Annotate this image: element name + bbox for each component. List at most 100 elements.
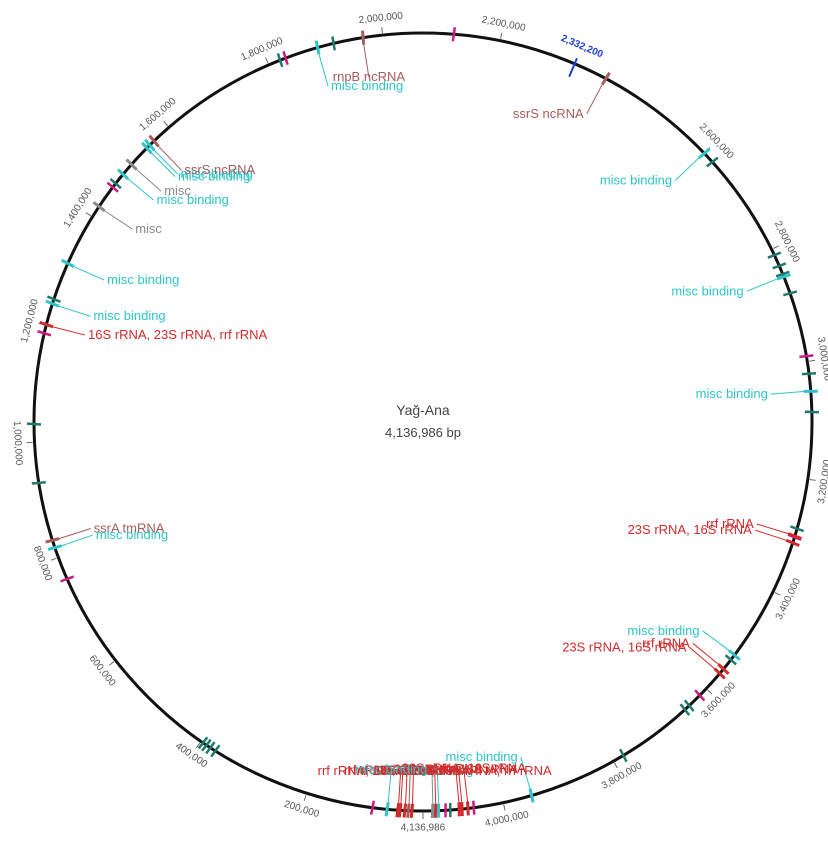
gene-mark[interactable] bbox=[109, 177, 122, 190]
gene-mark[interactable] bbox=[37, 330, 52, 337]
feature-leader bbox=[362, 41, 370, 78]
gene-mark[interactable] bbox=[767, 251, 782, 259]
feature-label: 23S rRNA, 16S rRNA bbox=[628, 522, 753, 537]
feature-rrna[interactable]: rrf rRNA bbox=[435, 761, 483, 817]
gene-mark[interactable] bbox=[210, 744, 221, 758]
feature-leader bbox=[156, 143, 182, 171]
gene-mark[interactable] bbox=[472, 800, 476, 815]
feature-misc-binding[interactable]: misc binding bbox=[671, 273, 791, 299]
feature-ncrna[interactable]: ffs ncRNA bbox=[381, 763, 440, 818]
feature-misc-binding[interactable]: misc binding bbox=[314, 40, 403, 93]
feature-rrna[interactable]: 23S rRNA, 16S rRNA bbox=[562, 639, 726, 680]
gene-mark[interactable] bbox=[783, 290, 798, 297]
feature-label: 23S rRNA, 16S rRNA bbox=[562, 639, 687, 654]
feature-label: rrf rRNA bbox=[435, 761, 483, 776]
cursor-marker[interactable] bbox=[568, 57, 578, 78]
gene-mark[interactable] bbox=[331, 36, 336, 51]
feature-rrna[interactable]: rrf rRNA, 23S rRNA bbox=[344, 762, 458, 818]
feature-misc-binding[interactable]: misc binding bbox=[116, 168, 229, 207]
gene-mark[interactable] bbox=[369, 800, 376, 815]
feature-misc-binding[interactable]: misc binding bbox=[141, 141, 250, 184]
tick-mark bbox=[773, 245, 779, 249]
gene-mark[interactable] bbox=[694, 689, 706, 702]
feature-misc-binding[interactable]: misc binding bbox=[446, 749, 535, 803]
feature-rrna[interactable]: 16S rRNA bbox=[378, 763, 437, 818]
feature-leader bbox=[692, 642, 722, 667]
feature-leader bbox=[463, 768, 469, 805]
gene-mark[interactable] bbox=[799, 354, 814, 359]
feature-label: misc bbox=[419, 763, 446, 778]
tick-mark bbox=[108, 661, 115, 666]
feature-rrna[interactable]: rrf rRNA, 23S rRNA, 16S rRNA, rrf rRNA bbox=[318, 763, 552, 818]
gene-mark[interactable] bbox=[790, 525, 805, 533]
gene-mark[interactable] bbox=[724, 654, 737, 666]
gene-mark[interactable] bbox=[772, 262, 787, 270]
tick-mark bbox=[614, 762, 618, 769]
feature-ncrna[interactable]: ssrS ncRNA bbox=[148, 134, 255, 178]
feature-misc-binding[interactable]: misc binding bbox=[47, 527, 168, 551]
tick-mark bbox=[707, 689, 713, 695]
gene-mark[interactable] bbox=[282, 51, 289, 66]
feature-leader bbox=[55, 304, 91, 317]
gene-mark[interactable] bbox=[31, 480, 46, 485]
feature-label: misc binding bbox=[96, 527, 168, 542]
gene-mark[interactable] bbox=[46, 295, 61, 303]
gene-mark[interactable] bbox=[706, 156, 719, 168]
feature-misc[interactable]: misc bbox=[419, 763, 446, 818]
gene-mark[interactable] bbox=[60, 575, 75, 583]
feature-rrna[interactable]: 16S rRNA bbox=[374, 762, 433, 818]
gene-mark[interactable] bbox=[205, 741, 216, 755]
feature-rrna[interactable]: rrf rRNA bbox=[642, 635, 730, 675]
feature-rrna[interactable]: rrf rRNA bbox=[706, 516, 802, 540]
gene-mark[interactable] bbox=[276, 53, 284, 68]
feature-rrna[interactable]: 16S rRNA, 23S rRNA, rrf rRNA bbox=[39, 321, 268, 342]
backbone-circle[interactable] bbox=[32, 31, 814, 813]
gene-mark[interactable] bbox=[804, 410, 819, 414]
feature-leader bbox=[400, 770, 404, 807]
feature-label: rnpB ncRNA bbox=[333, 69, 406, 84]
feature-rrna[interactable]: 23S rRNA, 16S rRNA bbox=[402, 761, 527, 816]
feature-leader bbox=[149, 150, 176, 177]
gene-mark[interactable] bbox=[106, 181, 119, 193]
feature-misc[interactable]: misc bbox=[92, 201, 163, 236]
gene-mark[interactable] bbox=[197, 736, 209, 750]
feature-leader bbox=[58, 534, 93, 548]
tick-mark bbox=[774, 592, 781, 596]
gene-mark[interactable] bbox=[801, 372, 817, 376]
feature-misc-binding[interactable]: misc binding bbox=[355, 762, 427, 817]
feature-misc-binding[interactable]: misc binding bbox=[401, 763, 473, 818]
tick-label: 200,000 bbox=[283, 799, 321, 820]
gene-mark[interactable] bbox=[201, 738, 212, 752]
feature-misc[interactable]: misc bbox=[125, 158, 192, 198]
gene-mark[interactable] bbox=[775, 270, 790, 278]
feature-ncrna[interactable]: ssrS ncRNA bbox=[513, 71, 611, 121]
feature-rrna[interactable]: 23S rRNA, 16S rRNA bbox=[628, 522, 800, 547]
feature-misc-binding[interactable]: misc binding bbox=[696, 386, 818, 401]
gene-mark[interactable] bbox=[679, 703, 691, 716]
feature-leader bbox=[457, 769, 463, 806]
feature-misc-binding[interactable]: misc binding bbox=[627, 623, 741, 661]
gene-mark[interactable] bbox=[619, 748, 628, 763]
feature-rrna[interactable]: 23S rRNA, 16S rRNA bbox=[394, 761, 519, 817]
feature-misc-binding[interactable]: misc binding bbox=[600, 147, 711, 188]
tick-label: 3,600,000 bbox=[699, 680, 738, 720]
feature-leader bbox=[434, 770, 437, 807]
feature-leader bbox=[586, 81, 605, 115]
feature-label: ffs ncRNA bbox=[381, 763, 440, 778]
feature-misc-binding[interactable]: misc binding bbox=[144, 138, 253, 181]
gene-mark[interactable] bbox=[451, 27, 457, 42]
feature-tmrna[interactable]: ssrA tmRNA bbox=[45, 521, 165, 544]
feature-misc-binding[interactable]: misc binding bbox=[45, 299, 166, 323]
feature-ncrna[interactable]: rnpB ncRNA bbox=[333, 30, 406, 85]
feature-label: rrf rRNA, 23S rRNA, 16S rRNA, rrf rRNA bbox=[318, 763, 552, 778]
feature-leader bbox=[50, 325, 86, 336]
feature-rrna[interactable]: rrf rRNA, 23S rRNA bbox=[357, 763, 471, 818]
gene-mark[interactable] bbox=[26, 422, 42, 426]
gene-mark[interactable] bbox=[683, 699, 695, 712]
feature-label: misc binding bbox=[93, 308, 165, 323]
feature-leader bbox=[436, 770, 440, 807]
feature-label: rrf rRNA bbox=[642, 635, 690, 650]
tick-mark bbox=[195, 742, 201, 749]
feature-misc-binding[interactable]: misc binding bbox=[60, 258, 180, 287]
gene-mark-layer bbox=[26, 27, 819, 818]
